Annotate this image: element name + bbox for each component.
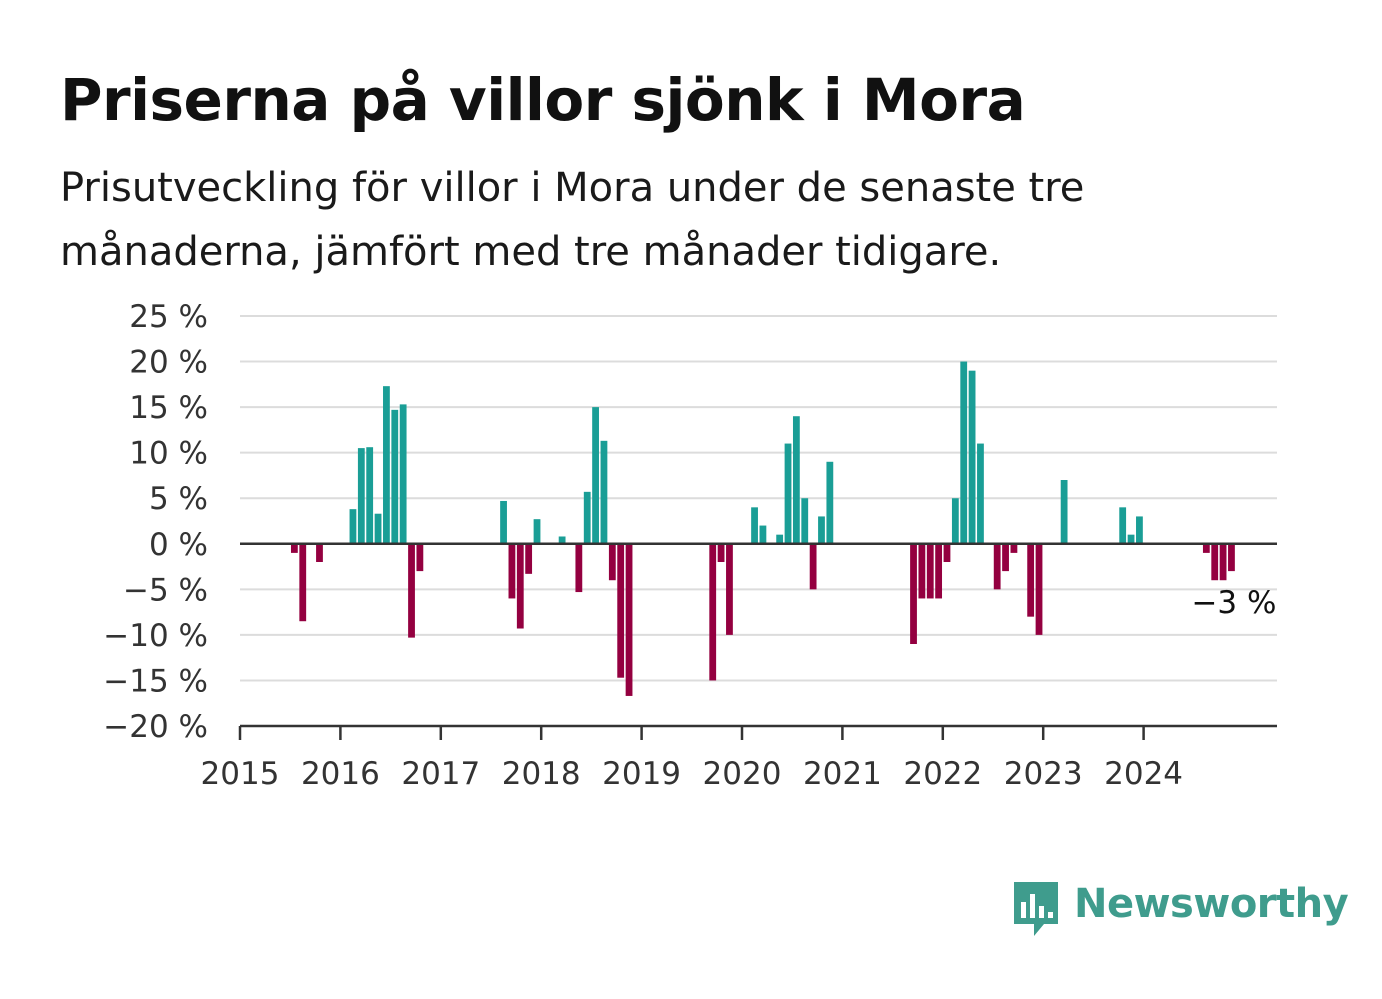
bar [926, 543, 934, 599]
bar [977, 443, 984, 544]
bar [299, 543, 307, 622]
bar [1211, 543, 1219, 581]
bar [391, 409, 399, 544]
newsworthy-logo: Newsworthy [1010, 878, 1349, 940]
bar [776, 534, 784, 544]
gridlines [240, 315, 1277, 682]
bar [818, 516, 825, 544]
y-tick-label: 5 % [149, 481, 208, 517]
bar [918, 543, 926, 599]
bar [600, 440, 608, 544]
bar [617, 543, 625, 678]
y-tick-label: −5 % [123, 572, 208, 608]
bar [993, 543, 1001, 590]
bar [968, 370, 976, 544]
x-tick-label: 2019 [602, 756, 681, 792]
bar [792, 416, 800, 544]
bar [809, 543, 817, 590]
bar [500, 500, 507, 544]
bar [943, 543, 951, 562]
bar [1202, 543, 1210, 553]
x-tick-label: 2022 [903, 756, 982, 792]
bar [357, 448, 365, 544]
bar [349, 509, 357, 544]
bar [1010, 543, 1018, 553]
y-tick-label: 0 % [149, 527, 208, 563]
y-tick-label: −15 % [103, 663, 208, 699]
y-tick-label: 10 % [129, 436, 208, 472]
bar [516, 543, 524, 629]
brand-name: Newsworthy [1074, 881, 1349, 927]
bar [592, 407, 599, 544]
x-tick-label: 2021 [803, 756, 882, 792]
y-tick-label: −10 % [103, 618, 208, 654]
chart-title: Priserna på villor sjönk i Mora [60, 66, 1026, 134]
x-tick-label: 2016 [301, 756, 380, 792]
x-tick-label: 2024 [1104, 756, 1183, 792]
bar [709, 543, 717, 681]
x-tick-label: 2017 [401, 756, 480, 792]
bar [1002, 543, 1009, 572]
bar [608, 543, 616, 581]
bar [1136, 516, 1143, 544]
bar [383, 386, 390, 544]
bar [1127, 534, 1135, 544]
bar [366, 447, 374, 544]
x-tick-label: 2018 [502, 756, 581, 792]
bar [935, 543, 943, 599]
bar [717, 543, 725, 562]
bar [525, 543, 533, 574]
bar [374, 513, 382, 544]
bar [1027, 543, 1035, 617]
y-tick-label: 15 % [129, 390, 208, 426]
y-tick-label: −20 % [103, 709, 208, 745]
bar [826, 461, 834, 544]
value-annotation: −3 % [1191, 585, 1276, 621]
bar [290, 543, 298, 553]
bar [1219, 543, 1227, 581]
bars [290, 361, 1235, 696]
bar [416, 543, 424, 572]
chart-subtitle: Prisutveckling för villor i Mora under d… [60, 165, 1085, 275]
tick-labels: 25 % 20 % 15 % 10 % 5 % 0 % −5 % −10 % −15 % −20 … [103, 299, 1276, 792]
bar [910, 543, 917, 644]
newsworthy-logo-icon [1014, 882, 1058, 936]
axes [238, 542, 1277, 740]
x-tick-label: 2015 [201, 756, 280, 792]
bar [583, 491, 591, 544]
bar [1060, 480, 1068, 544]
y-tick-label: 20 % [129, 345, 208, 381]
bar [408, 543, 415, 638]
bar [951, 498, 959, 544]
bar [960, 361, 968, 544]
bar [399, 404, 407, 544]
bar [801, 498, 809, 544]
bar [1119, 507, 1127, 544]
bar [784, 443, 792, 544]
bar [533, 519, 541, 544]
y-tick-label: 25 % [129, 299, 208, 335]
bar [751, 507, 758, 544]
bar [1228, 543, 1235, 572]
bar [1035, 543, 1043, 635]
x-tick-label: 2020 [703, 756, 782, 792]
bar [759, 525, 767, 544]
bar [316, 543, 323, 562]
x-tick-label: 2023 [1004, 756, 1083, 792]
bar [508, 543, 516, 599]
bar [625, 543, 633, 696]
bar [575, 543, 583, 593]
bar [726, 543, 733, 635]
bar [558, 536, 566, 544]
